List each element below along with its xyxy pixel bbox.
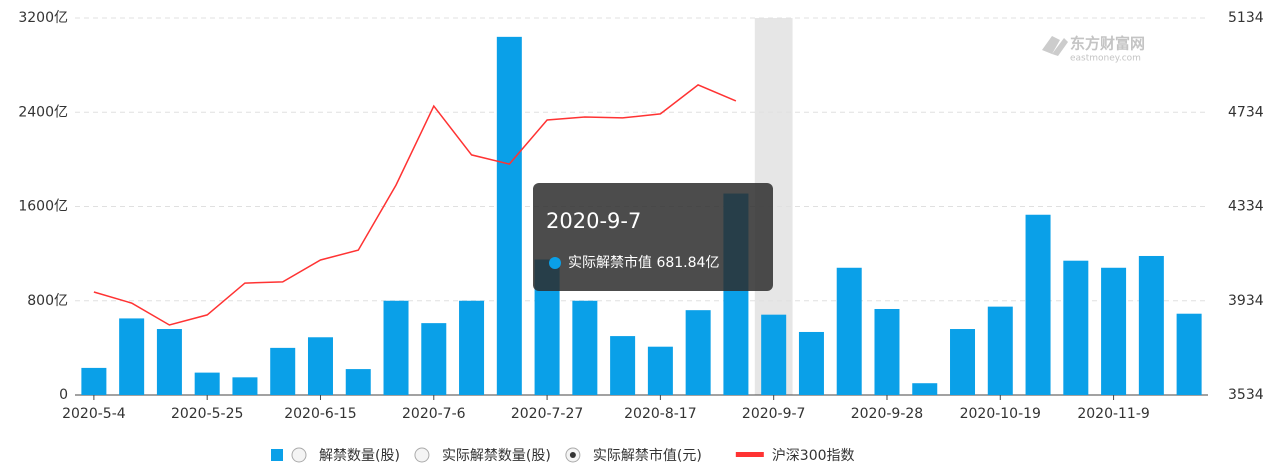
x-tick-label: 2020-9-7 <box>742 406 806 422</box>
x-tick-label: 2020-5-25 <box>171 406 243 422</box>
bar <box>81 367 107 395</box>
y-tick-label: 0 <box>59 387 68 403</box>
tooltip-dot <box>549 257 561 269</box>
legend-swatch <box>271 449 283 461</box>
tooltip-text: 实际解禁市值 681.84亿 <box>568 254 719 271</box>
legend-label[interactable]: 实际解禁市值(元) <box>593 447 702 464</box>
x-tick-label: 2020-7-6 <box>402 406 466 422</box>
bar <box>270 347 296 395</box>
bar <box>421 323 447 395</box>
tooltip: 2020-9-7 实际解禁市值 681.84亿 <box>533 183 773 291</box>
y2-tick-label: 3534 <box>1228 387 1264 403</box>
x-tick-label: 2020-9-28 <box>851 406 923 422</box>
legend-line-swatch <box>735 452 764 457</box>
bar <box>874 308 900 395</box>
bar <box>950 329 976 395</box>
y-tick-label: 800亿 <box>27 293 68 309</box>
tooltip-title: 2020-9-7 <box>546 209 641 233</box>
y2-tick-label: 4334 <box>1228 199 1264 215</box>
bar <box>987 306 1013 395</box>
tooltip-value: 681.84亿 <box>656 255 719 271</box>
legend-radio[interactable] <box>414 447 430 463</box>
x-tick-label: 2020-11-9 <box>1077 406 1149 422</box>
x-tick-label: 2020-10-19 <box>960 406 1041 422</box>
x-tick-label: 2020-8-17 <box>624 406 696 422</box>
x-tick-label: 2020-6-15 <box>284 406 356 422</box>
bar <box>345 369 371 395</box>
x-tick-label: 2020-7-27 <box>511 406 583 422</box>
tooltip-series: 实际解禁市值 <box>568 254 652 271</box>
y2-tick-label: 3934 <box>1228 293 1264 309</box>
bar <box>383 300 409 395</box>
bar <box>1101 267 1127 395</box>
y-tick-label: 1600亿 <box>18 199 68 215</box>
tooltip-box <box>533 183 773 291</box>
watermark-text: 东方财富网 <box>1070 35 1145 53</box>
legend-radio-dot <box>569 452 576 458</box>
y2-tick-label: 4734 <box>1228 104 1264 120</box>
bar <box>307 337 333 395</box>
y-tick-label: 2400亿 <box>18 104 68 120</box>
legend-label[interactable]: 实际解禁数量(股) <box>442 448 551 464</box>
y-tick-label: 3200亿 <box>18 10 68 26</box>
bar <box>119 318 145 395</box>
bar <box>1138 255 1164 395</box>
legend-label: 沪深300指数 <box>772 448 855 464</box>
bar <box>156 329 182 395</box>
watermark-logo <box>1042 36 1068 56</box>
legend-radio[interactable] <box>291 447 307 463</box>
bar <box>572 300 598 395</box>
bar <box>1025 214 1051 395</box>
bar <box>685 310 711 395</box>
bar <box>1176 313 1202 395</box>
bar <box>496 36 522 395</box>
watermark-url: eastmoney.com <box>1070 54 1141 64</box>
bar <box>459 300 485 395</box>
line-series <box>93 84 737 326</box>
bar <box>1063 260 1089 395</box>
bar <box>194 372 220 395</box>
y2-tick-label: 5134 <box>1228 10 1264 26</box>
bar <box>647 346 673 395</box>
bar <box>610 336 636 395</box>
bar <box>798 331 824 395</box>
x-tick-label: 2020-5-4 <box>62 406 126 422</box>
bar <box>836 267 862 395</box>
bar <box>912 383 938 395</box>
bar <box>232 377 258 395</box>
bar <box>761 314 787 395</box>
legend-label[interactable]: 解禁数量(股) <box>319 448 400 464</box>
watermark: 东方财富网 eastmoney.com <box>1042 35 1145 64</box>
